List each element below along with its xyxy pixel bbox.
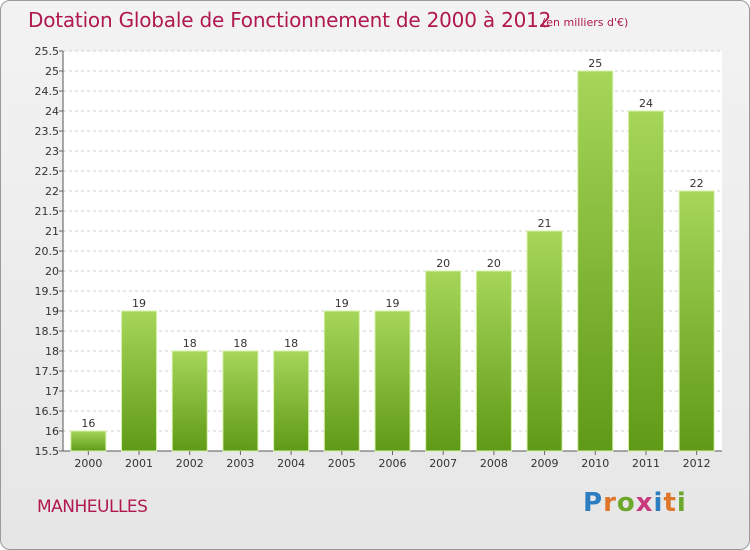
- x-tick-label: 2001: [125, 457, 153, 470]
- y-tick-label: 25.5: [35, 45, 60, 58]
- bar: [70, 430, 107, 452]
- x-tick-label: 2006: [379, 457, 407, 470]
- data-label: 21: [538, 217, 552, 230]
- y-tick-label: 20: [45, 265, 59, 278]
- y-tick-label: 24.5: [35, 85, 60, 98]
- logo-letter: t: [663, 488, 677, 518]
- x-tick-label: 2003: [226, 457, 254, 470]
- bar: [577, 70, 614, 452]
- x-tick-label: 2005: [328, 457, 356, 470]
- x-tick-label: 2007: [429, 457, 457, 470]
- y-tick-label: 22: [45, 185, 59, 198]
- logo-letter: P: [583, 488, 604, 518]
- y-tick-label: 17.5: [35, 365, 60, 378]
- unit-note: (en milliers d'€): [542, 16, 629, 29]
- y-tick-label: 25: [45, 65, 59, 78]
- x-tick-label: 2009: [531, 457, 559, 470]
- data-label: 22: [690, 177, 704, 190]
- data-label: 25: [588, 57, 602, 70]
- y-tick-label: 19.5: [35, 285, 60, 298]
- bar: [475, 270, 512, 452]
- y-tick-label: 18.5: [35, 325, 60, 338]
- y-tick-label: 21: [45, 225, 59, 238]
- bar: [121, 310, 158, 452]
- y-tick-label: 15.5: [35, 445, 60, 458]
- bar: [374, 310, 411, 452]
- bar: [526, 230, 563, 452]
- bar: [273, 350, 310, 452]
- place-name: MANHEULLES: [37, 497, 148, 517]
- y-tick-label: 23: [45, 145, 59, 158]
- x-tick-label: 2012: [683, 457, 711, 470]
- bar: [222, 350, 259, 452]
- y-tick-label: 18: [45, 345, 59, 358]
- y-tick-label: 16.5: [35, 405, 60, 418]
- data-label: 24: [639, 97, 653, 110]
- data-label: 18: [183, 337, 197, 350]
- bar: [678, 190, 715, 452]
- x-tick-label: 2010: [581, 457, 609, 470]
- y-tick-label: 19: [45, 305, 59, 318]
- y-tick-label: 24: [45, 105, 59, 118]
- logo-letter: i: [653, 488, 664, 518]
- data-label: 20: [436, 257, 450, 270]
- x-tick-label: 2008: [480, 457, 508, 470]
- data-label: 18: [233, 337, 247, 350]
- bar: [323, 310, 360, 452]
- y-tick-label: 16: [45, 425, 59, 438]
- y-tick-label: 23.5: [35, 125, 60, 138]
- data-label: 18: [284, 337, 298, 350]
- logo-letter: x: [635, 488, 654, 518]
- data-label: 19: [335, 297, 349, 310]
- data-label: 19: [132, 297, 146, 310]
- bar: [425, 270, 462, 452]
- x-tick-label: 2002: [176, 457, 204, 470]
- data-label: 20: [487, 257, 501, 270]
- chart-title: Dotation Globale de Fonctionnement de 20…: [28, 8, 552, 32]
- logo-letter: i: [676, 488, 687, 518]
- x-tick-label: 2011: [632, 457, 660, 470]
- data-label: 16: [81, 417, 95, 430]
- proxiti-logo: Proxiti: [583, 488, 687, 518]
- y-tick-label: 22.5: [35, 165, 60, 178]
- logo-letter: r: [603, 488, 617, 518]
- x-tick-label: 2004: [277, 457, 305, 470]
- y-tick-label: 17: [45, 385, 59, 398]
- bar: [627, 110, 664, 452]
- y-tick-label: 20.5: [35, 245, 60, 258]
- x-tick-label: 2000: [74, 457, 102, 470]
- bar: [171, 350, 208, 452]
- logo-letter: o: [616, 488, 636, 518]
- y-tick-label: 21.5: [35, 205, 60, 218]
- data-label: 19: [386, 297, 400, 310]
